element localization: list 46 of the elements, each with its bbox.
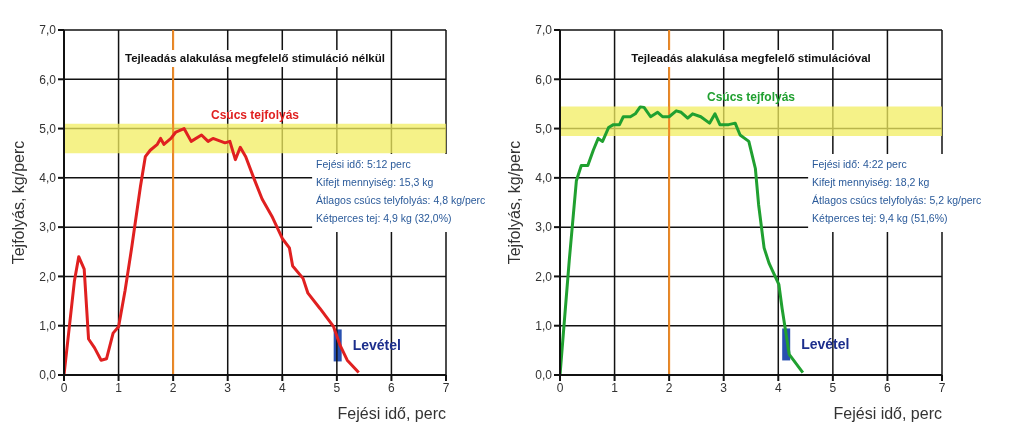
- y-tick-label: 3,0: [39, 220, 57, 235]
- y-tick-label: 0,0: [535, 368, 553, 383]
- y-tick-label: 7,0: [535, 23, 553, 38]
- x-tick-label: 7: [938, 380, 946, 395]
- annotation: Fejési idő: 5:12 perc: [316, 158, 411, 170]
- y-tick-label: 5,0: [535, 121, 553, 136]
- y-tick-label: 4,0: [39, 171, 57, 186]
- y-tick-label: 6,0: [39, 72, 57, 87]
- x-tick-label: 5: [829, 380, 837, 395]
- annotation: Kétperces tej: 9,4 kg (51,6%): [812, 212, 948, 224]
- y-tick-label: 3,0: [535, 220, 553, 235]
- text: Tejleadás alakulása megfelelő stimulációval: [631, 52, 871, 64]
- y-tick-label: 1,0: [535, 318, 553, 333]
- x-tick-label: 0: [556, 380, 564, 395]
- x-tick-label: 1: [115, 380, 123, 395]
- y-axis-title: Tejfolyás, kg/perc: [10, 140, 27, 265]
- y-axis-title: Tejfolyás, kg/perc: [506, 140, 523, 265]
- x-tick-label: 3: [224, 380, 232, 395]
- x-tick-label: 0: [60, 380, 68, 395]
- y-tick-label: 6,0: [535, 72, 553, 87]
- x-tick-label: 2: [665, 380, 673, 395]
- annotation: Átlagos csúcs telyfolyás: 4,8 kg/perc: [316, 194, 486, 206]
- y-tick-label: 7,0: [39, 23, 57, 38]
- x-tick-label: 7: [442, 380, 450, 395]
- x-tick-label: 3: [720, 380, 728, 395]
- x-tick-label: 4: [278, 380, 286, 395]
- x-tick-label: 5: [333, 380, 341, 395]
- x-tick-label: 6: [884, 380, 892, 395]
- x-axis-title: Fejési idő, perc: [833, 405, 942, 422]
- annotation: Kétperces tej: 4,9 kg (32,0%): [316, 212, 452, 224]
- y-tick-label: 2,0: [39, 269, 57, 284]
- x-tick-label: 4: [774, 380, 782, 395]
- x-axis-title: Fejési idő, perc: [337, 405, 446, 422]
- text: Tejleadás alakulása megfelelő stimuláció nélkül: [125, 52, 385, 64]
- y-tick-label: 2,0: [535, 269, 553, 284]
- y-tick-label: 4,0: [535, 171, 553, 186]
- annotation: Fejési idő: 4:22 perc: [812, 158, 907, 170]
- annotation: Átlagos csúcs telyfolyás: 5,2 kg/perc: [812, 194, 982, 206]
- y-tick-label: 1,0: [39, 318, 57, 333]
- y-tick-label: 5,0: [39, 121, 57, 136]
- x-tick-label: 6: [388, 380, 396, 395]
- x-tick-label: 1: [611, 380, 619, 395]
- annotation: Kifejt mennyiség: 15,3 kg: [316, 176, 434, 188]
- x-tick-label: 2: [169, 380, 177, 395]
- y-tick-label: 0,0: [39, 368, 57, 383]
- annotation: Kifejt mennyiség: 18,2 kg: [812, 176, 930, 188]
